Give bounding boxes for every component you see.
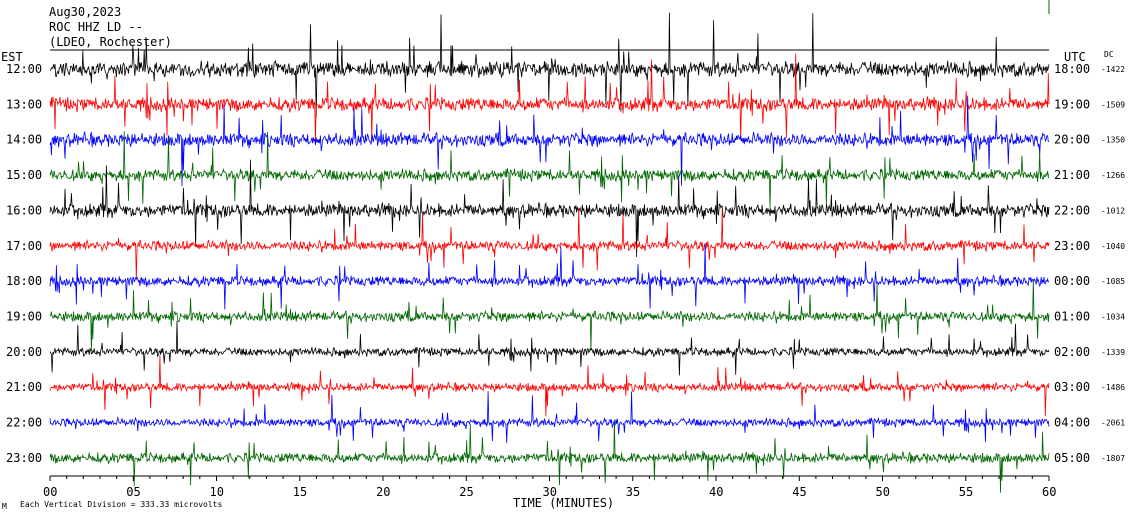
est-label-7: 19:00 xyxy=(6,310,42,324)
x-tick-label-10: 50 xyxy=(876,485,890,499)
dc-value-6: -1085 xyxy=(1101,277,1125,286)
seismic-traces xyxy=(49,12,1050,493)
x-tick-label-6: 30 xyxy=(543,485,557,499)
dc-value-1: -1509 xyxy=(1101,100,1125,109)
est-label-3: 15:00 xyxy=(6,168,42,182)
station-channel: ROC HHZ LD -- xyxy=(49,20,143,34)
trace-row-3 xyxy=(49,131,1050,209)
trace-row-0 xyxy=(49,12,1050,118)
x-axis-title: TIME (MINUTES) xyxy=(513,496,614,510)
dc-value-2: -1350 xyxy=(1101,136,1125,145)
utc-label-9: 03:00 xyxy=(1054,380,1090,394)
trace-row-1 xyxy=(49,53,1050,143)
dc-column-label: DC xyxy=(1104,50,1114,59)
trace-row-7 xyxy=(49,278,1050,352)
est-label-6: 18:00 xyxy=(6,274,42,288)
dc-value-0: -1422 xyxy=(1101,65,1125,74)
dc-value-7: -1034 xyxy=(1101,313,1125,322)
est-label-4: 16:00 xyxy=(6,203,42,217)
utc-label-0: 18:00 xyxy=(1054,62,1090,76)
est-axis-label: EST xyxy=(1,50,23,64)
time-axis: 00 05 10 15 20 25 30 35 40 45 50 55 60 xyxy=(43,476,1056,499)
dc-value-9: -1486 xyxy=(1101,383,1125,392)
scale-note: Each Vertical Division = 333.33 microvol… xyxy=(20,500,222,509)
trace-row-11 xyxy=(49,419,1050,493)
est-label-9: 21:00 xyxy=(6,380,42,394)
trace-row-4 xyxy=(49,159,1050,257)
utc-axis-label: UTC xyxy=(1064,50,1086,64)
utc-label-6: 00:00 xyxy=(1054,274,1090,288)
trace-row-6 xyxy=(49,242,1050,310)
x-tick-label-1: 05 xyxy=(126,485,140,499)
trace-row-10 xyxy=(49,391,1050,444)
x-tick-label-3: 15 xyxy=(293,485,307,499)
est-label-1: 13:00 xyxy=(6,97,42,111)
x-tick-label-2: 10 xyxy=(210,485,224,499)
utc-label-8: 02:00 xyxy=(1054,345,1090,359)
dc-value-10: -2061 xyxy=(1101,419,1125,428)
est-label-5: 17:00 xyxy=(6,239,42,253)
est-label-11: 23:00 xyxy=(6,451,42,465)
est-label-2: 14:00 xyxy=(6,133,42,147)
utc-label-1: 19:00 xyxy=(1054,97,1090,111)
scale-note-mark: M xyxy=(2,502,7,511)
utc-label-4: 22:00 xyxy=(1054,203,1090,217)
utc-label-11: 05:00 xyxy=(1054,451,1090,465)
x-tick-label-0: 00 xyxy=(43,485,57,499)
dc-value-5: -1040 xyxy=(1101,242,1125,251)
x-tick-label-7: 35 xyxy=(626,485,640,499)
trace-row-5 xyxy=(49,208,1050,281)
row-labels: 12:00 18:00 -1422 13:00 19:00 -1509 14:00 20:00… xyxy=(6,62,1125,465)
dc-value-8: -1339 xyxy=(1101,348,1125,357)
station-date: Aug30,2023 xyxy=(49,5,121,19)
x-tick-label-5: 25 xyxy=(459,485,473,499)
est-label-10: 22:00 xyxy=(6,416,42,430)
dc-value-11: -1807 xyxy=(1101,454,1125,463)
utc-label-10: 04:00 xyxy=(1054,416,1090,430)
x-tick-label-12: 60 xyxy=(1042,485,1056,499)
x-tick-label-4: 20 xyxy=(376,485,390,499)
x-tick-label-9: 45 xyxy=(792,485,806,499)
utc-label-7: 01:00 xyxy=(1054,310,1090,324)
utc-label-3: 21:00 xyxy=(1054,168,1090,182)
utc-label-2: 20:00 xyxy=(1054,133,1090,147)
dc-value-3: -1266 xyxy=(1101,171,1125,180)
utc-label-5: 23:00 xyxy=(1054,239,1090,253)
est-label-8: 20:00 xyxy=(6,345,42,359)
dc-value-4: -1012 xyxy=(1101,206,1125,215)
trace-row-9 xyxy=(49,355,1050,417)
station-location: (LDEO, Rochester) xyxy=(49,35,172,49)
trace-row-2 xyxy=(49,95,1050,187)
x-tick-label-8: 40 xyxy=(709,485,723,499)
trace-row-8 xyxy=(49,320,1050,376)
est-label-0: 12:00 xyxy=(6,62,42,76)
x-tick-label-11: 55 xyxy=(959,485,973,499)
